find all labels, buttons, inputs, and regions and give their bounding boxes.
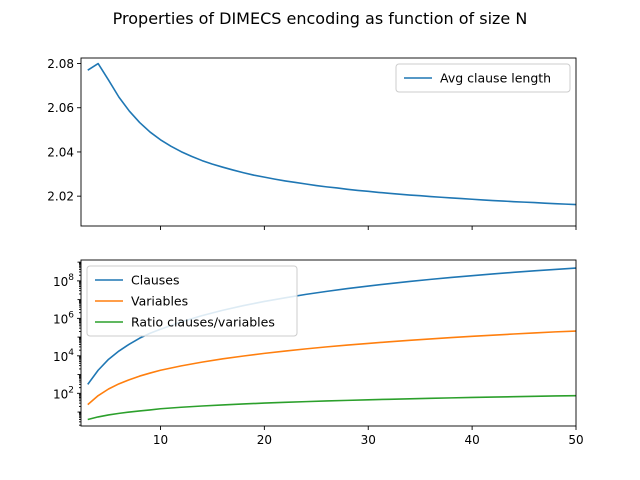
x-tick-label: 50: [568, 433, 583, 447]
y-tick-label: 2.08: [47, 57, 74, 71]
legend-label: Ratio clauses/variables: [131, 315, 275, 330]
legend-box: [86, 265, 298, 337]
bottom-axes: 102 104 106 108 10 20 30 40 50 Clauses Variables Ra…: [53, 259, 584, 447]
x-tick-label: 10: [153, 433, 168, 447]
legend: Avg clause length: [395, 63, 571, 93]
axes-frame: [80, 57, 577, 227]
figure-title: Properties of DIMECS encoding as functio…: [113, 9, 528, 28]
series-line-avg-clause-length: [87, 62, 577, 206]
top-axes: 2.02 2.04 2.06 2.08 Avg clause length: [47, 57, 577, 230]
axes-frame: [80, 259, 577, 427]
y-tick-label: 2.06: [47, 101, 74, 115]
legend-label: Clauses: [131, 273, 180, 288]
y-tick-label: 106: [53, 310, 74, 326]
y-tick-label: 104: [53, 348, 74, 364]
legend: Clauses Variables Ratio clauses/variables: [86, 265, 298, 337]
y-tick-label: 2.02: [47, 190, 74, 204]
legend-box: [395, 63, 571, 93]
series-line-variables: [87, 330, 577, 406]
legend-label: Variables: [131, 294, 188, 309]
legend-label: Avg clause length: [440, 71, 551, 86]
series-line-ratio-clauses-variables: [87, 394, 577, 421]
y-tick-label: 2.04: [47, 145, 74, 159]
y-tick-label: 108: [53, 273, 74, 289]
x-tick-label: 30: [361, 433, 376, 447]
x-tick-label: 20: [257, 433, 272, 447]
x-tick-label: 40: [464, 433, 479, 447]
y-tick-label: 102: [53, 385, 74, 401]
